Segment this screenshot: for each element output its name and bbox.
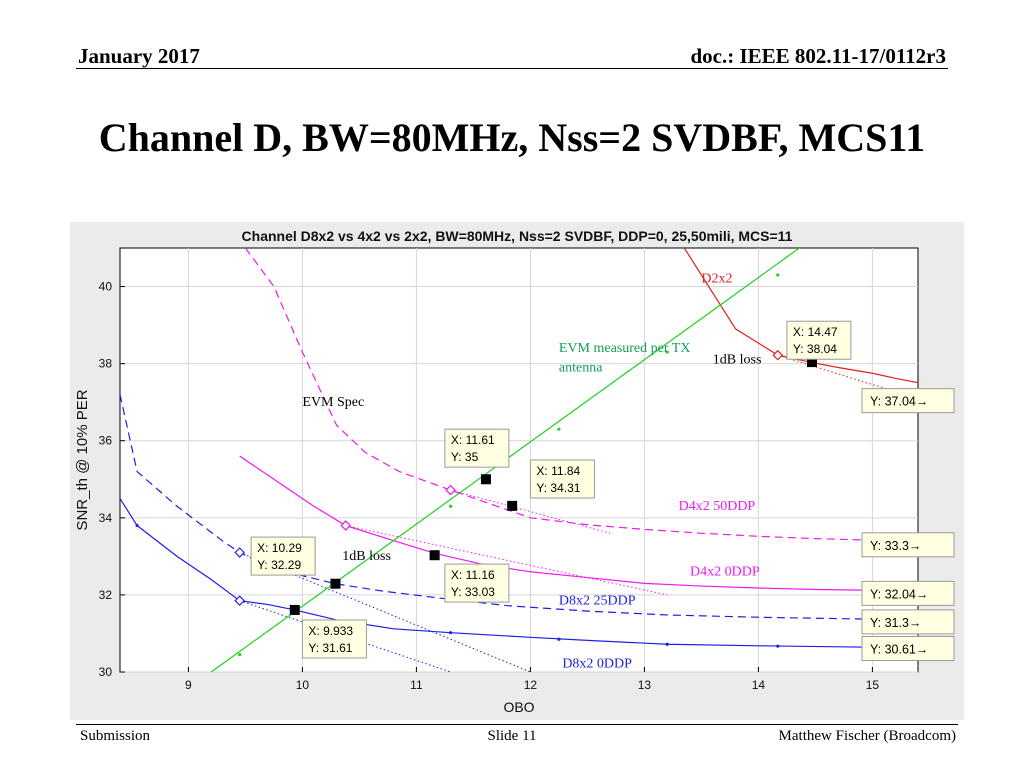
right-datatip: Y: 31.3→ [861, 609, 955, 635]
header-date: January 2017 [78, 44, 200, 68]
datatip-point [480, 474, 491, 485]
datatip-text: X: 10.29 [257, 541, 302, 555]
datatip-text: X: 9.933 [308, 624, 353, 638]
right-datatip-text: Y: 31.3→ [870, 616, 921, 630]
annotation-d4x2-50ddp: D4x2 50DDP [679, 499, 756, 514]
snr-chart: Channel D8x2 vs 4x2 vs 2x2, BW=80MHz, Ns… [74, 228, 955, 715]
x-tick-label: 15 [866, 678, 880, 692]
diamond-marker [445, 484, 456, 496]
y-axis-label: SNR_th @ 10% PER [74, 389, 91, 530]
series-d8x2-25ddp [120, 394, 918, 621]
datatip-text: Y: 34.31 [536, 481, 580, 495]
curve-dot [557, 427, 561, 431]
slide-title: Channel D, BW=80MHz, Nss=2 SVDBF, MCS11 [98, 115, 926, 160]
annotation-evm-measured-per-tx: EVM measured per TX [559, 341, 691, 356]
series-d4x2-0ddp [239, 455, 918, 592]
right-datatip: Y: 33.3→ [861, 532, 955, 558]
curve-dot [665, 350, 669, 354]
x-tick-label: 14 [752, 678, 766, 692]
x-tick-label: 13 [638, 678, 652, 692]
datatip-box: X: 11.84 Y: 34.31 [529, 459, 595, 499]
datatip-text: Y: 38.04 [793, 342, 837, 356]
annotation-d2x2: D2x2 [701, 272, 732, 287]
diamond-marker [234, 595, 246, 607]
datatip-point [429, 550, 440, 561]
plot-area [119, 247, 919, 673]
annotations: D2x2 EVM measured per TX antenna 1dB loss EV… [302, 272, 761, 672]
footer-left: Submission [80, 728, 151, 744]
annotation-d8x2-25ddp: D8x2 25DDP [559, 594, 636, 609]
datatip-text: X: 11.84 [536, 464, 580, 478]
series-evm-spec [210, 248, 801, 672]
curve-dot [135, 523, 139, 528]
x-tick-label: 9 [185, 678, 192, 692]
right-datatip-text: Y: 30.61→ [870, 642, 928, 656]
y-tick-label: 36 [99, 434, 113, 448]
diamond-marker [340, 520, 352, 531]
right-datatip: Y: 32.04→ [861, 580, 955, 606]
curve-dot [449, 504, 453, 508]
datatip-box: X: 11.16 Y: 33.03 [444, 563, 510, 603]
loss-projection-line [345, 525, 668, 596]
right-datatip-text: Y: 33.3→ [870, 539, 921, 553]
annotation-d8x2-0ddp: D8x2 0DDP [562, 656, 632, 671]
right-datatip: Y: 37.04→ [861, 388, 955, 414]
curve-dot [776, 644, 780, 648]
datatip-text: X: 11.61 [451, 433, 495, 447]
curve-dot [557, 637, 561, 641]
diamond-marker [234, 547, 246, 558]
diamond-marker [772, 349, 784, 361]
datatip-text: X: 14.47 [793, 325, 838, 339]
datatip-box: X: 11.61 Y: 35 [444, 428, 510, 468]
datatip-box: X: 10.29 Y: 32.29 [250, 536, 316, 576]
datatips: X: 14.47 Y: 38.04 X: 11.61 Y: 35 X: 11.84 Y: … [250, 320, 955, 661]
datatip-box: X: 9.933 Y: 31.61 [301, 619, 367, 659]
datatip-point [507, 500, 518, 511]
y-tick-label: 32 [99, 588, 113, 602]
datatip-text: Y: 33.03 [451, 585, 495, 599]
annotation-1db-loss: 1dB loss [342, 549, 391, 564]
footer-slide-number: Slide 11 [487, 728, 537, 744]
axis-ticks: 9 10 11 12 13 14 15 30 32 34 36 38 40 [99, 280, 880, 692]
curve-dot [665, 642, 669, 646]
y-tick-label: 30 [99, 665, 113, 679]
y-tick-label: 40 [99, 280, 113, 294]
right-datatip: Y: 30.61→ [861, 635, 955, 661]
loss-projection-line [239, 600, 451, 672]
footer-rule [76, 724, 958, 725]
annotation-antenna: antenna [559, 360, 603, 375]
datatip-text: Y: 32.29 [257, 558, 301, 572]
y-tick-label: 34 [99, 511, 113, 525]
datatip-point [330, 578, 341, 589]
x-tick-label: 11 [410, 678, 423, 692]
chart-container: Channel D8x2 vs 4x2 vs 2x2, BW=80MHz, Ns… [70, 222, 964, 720]
annotation-evm-spec: EVM Spec [302, 395, 364, 410]
right-datatip-text: Y: 32.04→ [870, 587, 928, 601]
x-axis-label: OBO [503, 699, 534, 715]
datatip-box: X: 14.47 Y: 38.04 [786, 320, 852, 360]
x-tick-label: 12 [524, 678, 538, 692]
header-rule [76, 68, 948, 69]
curve-dot [449, 631, 453, 635]
annotation-d4x2-0ddp: D4x2 0DDP [690, 565, 760, 580]
datatip-point [289, 604, 300, 615]
right-datatip-text: Y: 37.04→ [870, 395, 928, 409]
datatip-point [806, 357, 817, 368]
series-d2x2 [683, 248, 918, 384]
x-tick-label: 10 [296, 678, 310, 692]
annotation-1db-loss: 1dB loss [713, 353, 762, 368]
chart-title: Channel D8x2 vs 4x2 vs 2x2, BW=80MHz, Ns… [242, 228, 793, 244]
y-tick-label: 38 [99, 357, 113, 371]
curve-dot [238, 653, 242, 657]
datatip-text: Y: 35 [451, 450, 479, 464]
datatip-text: X: 11.16 [451, 568, 495, 582]
data-markers [234, 349, 817, 615]
grid [120, 248, 918, 673]
datatip-text: Y: 31.61 [308, 641, 352, 655]
header-doc-id: doc.: IEEE 802.11-17/0112r3 [690, 44, 946, 68]
curve-dot [776, 273, 780, 277]
footer-author: Matthew Fischer (Broadcom) [778, 728, 956, 744]
